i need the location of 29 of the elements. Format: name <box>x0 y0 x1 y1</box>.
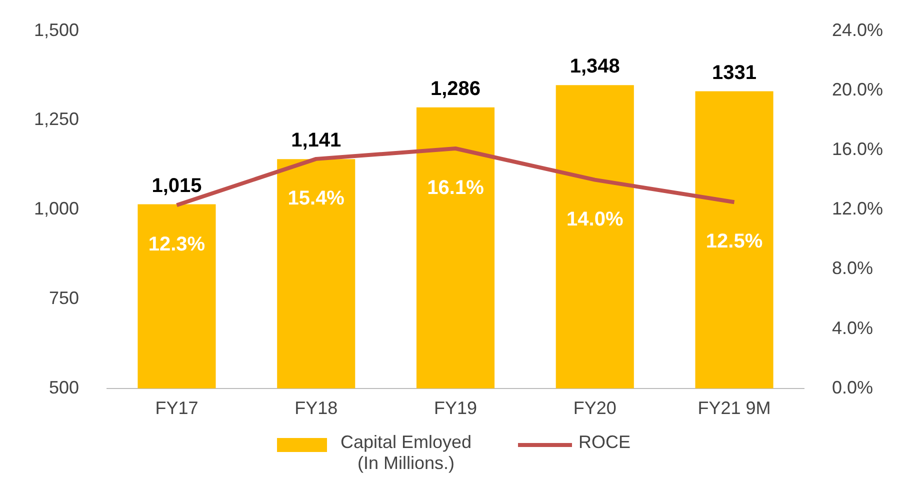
data-label: 1,015 <box>152 174 202 197</box>
y-tick-label: 1,000 <box>34 198 80 219</box>
y2-tick-label: 24.0% <box>832 20 884 40</box>
y2-tick-label: 4.0% <box>832 318 873 338</box>
y-tick-label: 500 <box>48 377 80 398</box>
data-label: 14.0% <box>566 208 624 230</box>
y-tick-label: 750 <box>48 288 80 308</box>
data-label: 1331 <box>712 62 757 84</box>
legend-label: Capital Emloyed (In Millions.) <box>339 432 473 474</box>
y2-tick-label: 20.0% <box>832 79 884 100</box>
x-tick-label: FY20 <box>573 398 616 418</box>
y2-tick-label: 8.0% <box>832 258 873 278</box>
y2-tick-label: 16.0% <box>832 138 884 159</box>
data-label: 1,286 <box>430 78 481 100</box>
data-label: 12.5% <box>706 230 763 253</box>
data-label: 1,348 <box>570 56 620 78</box>
y-tick-label: 1,250 <box>34 109 80 130</box>
x-tick-label: FY21 9M <box>698 398 771 418</box>
data-label: 16.1% <box>427 177 484 200</box>
data-label: 15.4% <box>288 187 345 210</box>
x-tick-label: FY19 <box>434 398 478 418</box>
legend-label: ROCE <box>578 432 630 453</box>
x-tick-label: FY17 <box>155 398 198 418</box>
x-tick-label: FY18 <box>294 398 338 418</box>
y2-tick-label: 12.0% <box>832 198 884 219</box>
data-label: 1,141 <box>291 130 342 152</box>
y2-tick-label: 0.0% <box>832 377 873 398</box>
y-tick-label: 1,500 <box>34 20 80 40</box>
data-label: 12.3% <box>148 234 206 256</box>
